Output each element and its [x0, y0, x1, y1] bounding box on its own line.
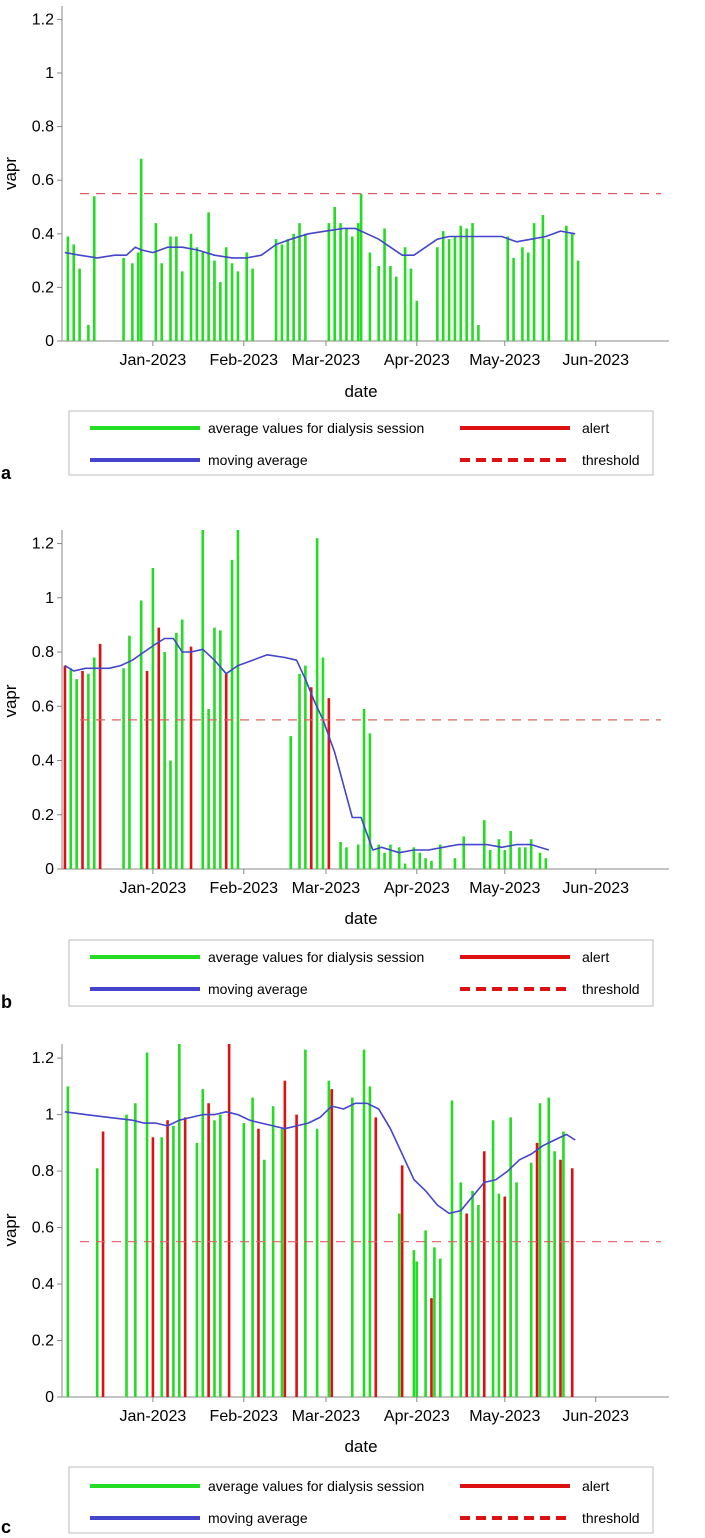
- x-tick-label: Mar-2023: [292, 880, 361, 897]
- moving-average-group: [64, 637, 550, 854]
- y-tick-label: 1.2: [32, 11, 54, 28]
- y-tick-label: 0: [45, 333, 54, 350]
- legend-threshold-label: threshold: [582, 981, 640, 997]
- y-tick-label: 1: [45, 590, 54, 607]
- moving-average-group: [64, 227, 576, 259]
- y-tick-label: 0: [45, 1389, 54, 1406]
- y-tick-label: 0.6: [32, 1220, 54, 1237]
- y-axis-title: vapr: [1, 1213, 20, 1246]
- y-ticks: 0 0.2 0.4 0.6 0.8 1 1.2: [32, 11, 62, 350]
- legend: average values for dialysis session aler…: [68, 939, 654, 1007]
- legend: average values for dialysis session aler…: [68, 1466, 654, 1534]
- x-tick-label: Jan-2023: [120, 880, 187, 897]
- moving-average-group: [64, 1102, 576, 1215]
- y-tick-label: 0.8: [32, 644, 54, 661]
- x-tick-label: Feb-2023: [210, 880, 279, 897]
- bar-group: [66, 158, 580, 341]
- y-tick-label: 0: [45, 861, 54, 878]
- y-tick-label: 1.2: [32, 1050, 54, 1067]
- x-axis-title: date: [344, 382, 377, 401]
- legend-session-label: average values for dialysis session: [208, 949, 424, 965]
- legend-moving-average-label: moving average: [208, 452, 308, 468]
- moving-average-line: [64, 1102, 576, 1215]
- x-ticks: Jan-2023 Feb-2023 Mar-2023 Apr-2023 May-2023…: [120, 1397, 629, 1425]
- moving-average-line: [64, 227, 576, 259]
- y-tick-label: 1: [45, 65, 54, 82]
- chart-panel-c: 0 0.2 0.4 0.6 0.8 1 1.2 Jan-2023 Feb-2023 Mar-20…: [1, 1044, 669, 1537]
- y-tick-label: 0.2: [32, 807, 54, 824]
- y-tick-label: 0.6: [32, 172, 54, 189]
- x-tick-label: May-2023: [469, 880, 540, 897]
- x-tick-label: Jun-2023: [562, 1408, 629, 1425]
- legend-alert-label: alert: [582, 1478, 609, 1494]
- legend-session-label: average values for dialysis session: [208, 1478, 424, 1494]
- x-tick-label: Apr-2023: [384, 880, 450, 897]
- legend-box: [68, 939, 654, 1007]
- x-tick-label: Jun-2023: [562, 352, 629, 369]
- x-tick-label: Mar-2023: [292, 1408, 361, 1425]
- panel-letter: a: [1, 463, 12, 483]
- x-tick-label: Jun-2023: [562, 880, 629, 897]
- y-axis-title: vapr: [1, 157, 20, 190]
- legend-box: [68, 1466, 654, 1534]
- x-tick-label: Apr-2023: [384, 1408, 450, 1425]
- y-tick-label: 0.2: [32, 1333, 54, 1350]
- legend-alert-label: alert: [582, 420, 609, 436]
- legend: average values for dialysis session aler…: [68, 410, 654, 476]
- y-tick-label: 1: [45, 1107, 54, 1124]
- x-tick-label: Apr-2023: [384, 352, 450, 369]
- y-tick-label: 0.4: [32, 226, 54, 243]
- y-ticks: 0 0.2 0.4 0.6 0.8 1 1.2: [32, 1050, 62, 1406]
- legend-threshold-label: threshold: [582, 1510, 640, 1526]
- y-tick-label: 0.4: [32, 753, 54, 770]
- y-ticks: 0 0.2 0.4 0.6 0.8 1 1.2: [32, 536, 62, 878]
- x-tick-label: Feb-2023: [210, 352, 279, 369]
- y-axis-title: vapr: [1, 684, 20, 717]
- y-tick-label: 0.2: [32, 279, 54, 296]
- panel-letter: b: [1, 992, 12, 1012]
- x-tick-label: May-2023: [469, 1408, 540, 1425]
- y-tick-label: 0.4: [32, 1276, 54, 1293]
- legend-moving-average-label: moving average: [208, 981, 308, 997]
- bar-group: [63, 530, 548, 869]
- x-ticks: Jan-2023 Feb-2023 Mar-2023 Apr-2023 May-2023…: [120, 869, 629, 897]
- x-tick-label: Feb-2023: [210, 1408, 279, 1425]
- legend-box: [68, 410, 654, 476]
- chart-panel-a: 0 0.2 0.4 0.6 0.8 1 1.2 Jan-2023 Feb-2023 Mar-20…: [1, 6, 669, 483]
- bar-group: [66, 1044, 574, 1397]
- x-axis-title: date: [344, 909, 377, 928]
- y-tick-label: 1.2: [32, 536, 54, 553]
- y-tick-label: 0.6: [32, 698, 54, 715]
- moving-average-line: [64, 637, 550, 854]
- legend-threshold-label: threshold: [582, 452, 640, 468]
- x-tick-label: Jan-2023: [120, 352, 187, 369]
- x-ticks: Jan-2023 Feb-2023 Mar-2023 Apr-2023 May-2023…: [120, 341, 629, 369]
- x-axis-title: date: [344, 1437, 377, 1456]
- x-tick-label: Mar-2023: [292, 352, 361, 369]
- legend-moving-average-label: moving average: [208, 1510, 308, 1526]
- y-tick-label: 0.8: [32, 1163, 54, 1180]
- y-tick-label: 0.8: [32, 119, 54, 136]
- legend-alert-label: alert: [582, 949, 609, 965]
- x-tick-label: Jan-2023: [120, 1408, 187, 1425]
- legend-session-label: average values for dialysis session: [208, 420, 424, 436]
- chart-panel-b: 0 0.2 0.4 0.6 0.8 1 1.2 Jan-2023 Feb-2023 Mar-20…: [1, 530, 669, 1012]
- x-tick-label: May-2023: [469, 352, 540, 369]
- panel-letter: c: [1, 1517, 11, 1537]
